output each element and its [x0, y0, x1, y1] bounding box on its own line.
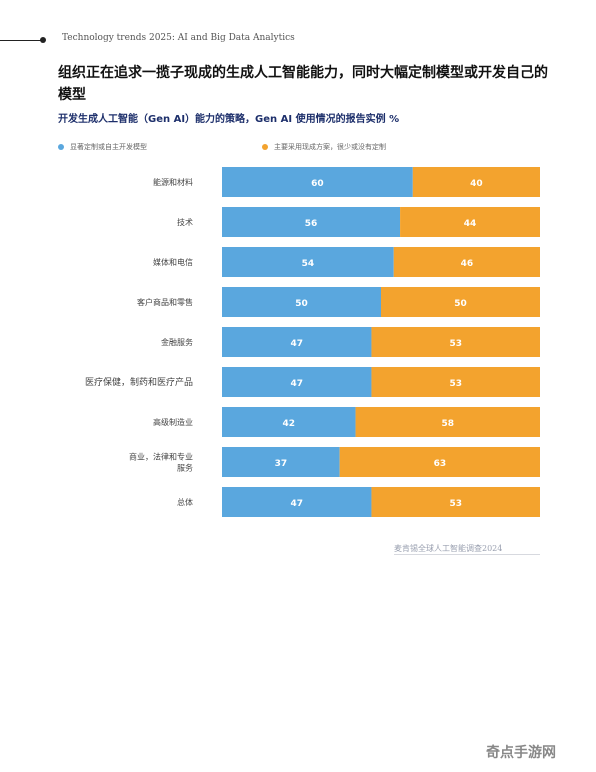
- header-dot: [40, 37, 46, 43]
- category-label: 服务: [177, 463, 193, 473]
- category-label: 总体: [177, 497, 193, 507]
- bar-segment-custom: [222, 247, 394, 277]
- legend-label-offtheshelf: 主要采用现成方案，很少或没有定制: [274, 143, 386, 151]
- bar-segment-custom: [222, 487, 372, 517]
- legend-swatch-orange: [262, 144, 268, 150]
- running-header: Technology trends 2025: AI and Big Data …: [62, 33, 295, 43]
- bar-segment-offtheshelf: [400, 207, 540, 237]
- data-label: 47: [290, 379, 303, 389]
- data-label: 53: [449, 499, 462, 509]
- bar-segment-custom: [222, 407, 356, 437]
- data-label: 47: [290, 339, 303, 349]
- data-label: 44: [464, 219, 477, 229]
- source-rule: [394, 554, 540, 555]
- data-label: 58: [442, 419, 455, 429]
- bar-segment-offtheshelf: [412, 167, 540, 197]
- bar-segment-offtheshelf: [339, 447, 540, 477]
- data-label: 40: [470, 179, 483, 189]
- legend-item-offtheshelf: 主要采用现成方案，很少或没有定制: [262, 142, 386, 152]
- legend-item-custom: 显著定制或自主开发模型: [58, 142, 147, 152]
- bar-segment-offtheshelf: [371, 487, 540, 517]
- category-label: 高级制造业: [153, 417, 193, 427]
- category-label: 商业，法律和专业: [129, 452, 193, 462]
- legend-label-custom: 显著定制或自主开发模型: [70, 143, 147, 151]
- data-label: 56: [305, 219, 318, 229]
- bar-segment-offtheshelf: [371, 327, 540, 357]
- category-label: 能源和材料: [153, 177, 193, 187]
- bar-segment-offtheshelf: [381, 287, 540, 317]
- bar-segment-custom: [222, 207, 401, 237]
- page-headline: 组织正在追求一揽子现成的生成人工智能能力，同时大幅定制模型或开发自己的模型: [58, 65, 548, 103]
- data-label: 54: [302, 259, 315, 269]
- data-label: 50: [295, 299, 308, 309]
- bar-segment-offtheshelf: [355, 407, 540, 437]
- bar-segment-custom: [222, 367, 372, 397]
- chart-title: 开发生成人工智能（Gen AI）能力的策略，Gen AI 使用情况的报告实例 %: [58, 114, 400, 125]
- data-label: 53: [449, 379, 462, 389]
- site-watermark: 奇点手游网: [486, 745, 556, 761]
- bar-segment-custom: [222, 327, 372, 357]
- category-label: 医疗保健，制药和医疗产品: [85, 376, 193, 388]
- data-label: 47: [290, 499, 303, 509]
- data-label: 37: [275, 459, 288, 469]
- bar-segment-custom: [222, 447, 340, 477]
- data-label: 60: [311, 179, 324, 189]
- data-label: 42: [283, 419, 296, 429]
- data-label: 50: [454, 299, 467, 309]
- bar-segment-custom: [222, 167, 413, 197]
- bar-segment-offtheshelf: [371, 367, 540, 397]
- data-label: 46: [461, 259, 474, 269]
- header-rule: [0, 40, 42, 41]
- legend-swatch-blue: [58, 144, 64, 150]
- data-label: 63: [434, 459, 447, 469]
- bar-segment-offtheshelf: [393, 247, 540, 277]
- data-label: 53: [449, 339, 462, 349]
- source-note: 麦肯锡全球人工智能调查2024: [394, 544, 503, 553]
- category-label: 金融服务: [161, 337, 193, 347]
- bar-segment-custom: [222, 287, 381, 317]
- category-label: 客户商品和零售: [137, 297, 193, 307]
- category-label: 媒体和电信: [153, 257, 193, 267]
- category-label: 技术: [177, 217, 193, 227]
